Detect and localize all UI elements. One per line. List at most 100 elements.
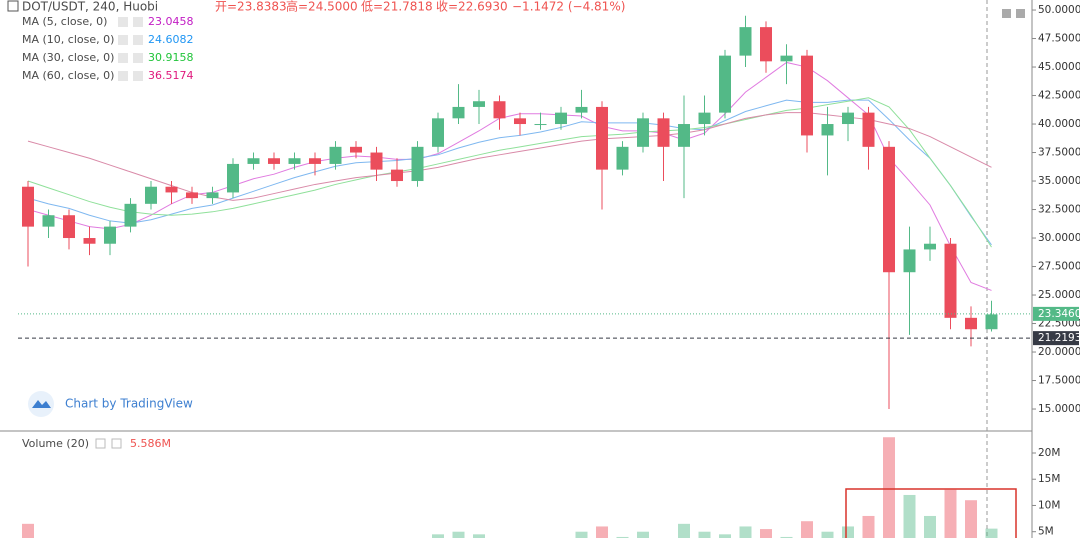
candle-body <box>555 112 567 125</box>
volume-bar <box>985 528 998 538</box>
indicator-value: 30.9158 <box>148 51 194 64</box>
candle-body <box>514 118 526 125</box>
price-label: 23.3460 <box>1038 308 1080 320</box>
close-icon[interactable] <box>133 35 143 45</box>
candle-body <box>965 317 977 330</box>
candle-body <box>22 186 34 227</box>
indicator-name: MA (5, close, 0) <box>22 15 107 28</box>
y-tick-label: 27.5000 <box>1038 261 1080 273</box>
settings-icon[interactable] <box>95 438 106 449</box>
volume-bar <box>883 437 895 538</box>
close-icon[interactable] <box>133 17 143 27</box>
candle-body <box>227 163 239 193</box>
y-tick-label: 35.0000 <box>1038 175 1080 187</box>
marks: 15.000017.500020.000022.500025.000027.50… <box>18 4 1080 538</box>
candle-body <box>821 124 834 136</box>
candle-body <box>985 314 998 330</box>
candle-body <box>145 186 157 204</box>
volume-bar <box>739 526 752 538</box>
volume-bar <box>903 494 916 538</box>
candle-body <box>657 118 670 147</box>
pane-button[interactable] <box>1016 9 1025 18</box>
settings-icon[interactable] <box>118 35 128 45</box>
watermark-text: Chart by TradingView <box>65 397 193 411</box>
y-tick-label: 37.5000 <box>1038 147 1080 159</box>
candle-body <box>944 243 957 318</box>
y-tick-label: 20.0000 <box>1038 346 1080 358</box>
price-label: 21.2193 <box>1038 332 1080 344</box>
volume-bar <box>22 523 34 538</box>
indicator-value: 23.0458 <box>148 15 194 28</box>
y-tick-label: 15M <box>1038 473 1060 485</box>
candle-body <box>616 146 629 170</box>
candle-body <box>288 158 301 164</box>
candle-body <box>124 203 137 227</box>
candle-body <box>534 124 547 126</box>
candle-body <box>596 106 608 170</box>
y-tick-label: 20M <box>1038 447 1060 459</box>
volume-bar <box>432 534 444 538</box>
volume-bar <box>944 489 957 538</box>
candle-body <box>165 186 178 193</box>
candle-body <box>760 27 772 62</box>
candle-body <box>370 152 383 170</box>
volume-bar <box>924 515 936 538</box>
volume-bar <box>780 536 793 538</box>
change: −1.1472 (−4.81%) <box>512 0 625 14</box>
indicator-name: MA (10, close, 0) <box>22 33 114 46</box>
candle-body <box>309 158 321 164</box>
candle-body <box>329 146 342 164</box>
y-tick-label: 40.0000 <box>1038 118 1080 130</box>
settings-icon[interactable] <box>118 17 128 27</box>
volume-bar <box>596 526 608 538</box>
volume-bar <box>452 531 465 538</box>
y-tick-label: 45.0000 <box>1038 61 1080 73</box>
y-tick-label: 47.5000 <box>1038 33 1080 45</box>
settings-icon[interactable] <box>118 71 128 81</box>
close-icon[interactable] <box>133 53 143 63</box>
candle-body <box>432 118 444 147</box>
indicator-value: 36.5174 <box>148 69 194 82</box>
settings-icon[interactable] <box>118 53 128 63</box>
volume-bar <box>678 523 690 538</box>
y-tick-label: 42.5000 <box>1038 90 1080 102</box>
candle-body <box>104 226 116 244</box>
candle-body <box>842 112 854 125</box>
ma-line <box>27 99 992 246</box>
low: 低=21.7818 <box>361 0 433 14</box>
volume-bar <box>862 515 875 538</box>
y-tick-label: 10M <box>1038 499 1060 511</box>
candle-body <box>42 215 55 227</box>
ma-line <box>27 97 992 248</box>
indicator-name: MA (30, close, 0) <box>22 51 114 64</box>
volume-bar <box>965 500 977 538</box>
candle-body <box>924 243 936 250</box>
high: 高=24.5000 <box>286 0 358 14</box>
close-icon[interactable] <box>133 71 143 81</box>
volume-bar <box>637 531 649 538</box>
volume-bar <box>801 521 813 538</box>
close-icon[interactable] <box>111 438 122 449</box>
candle-body <box>739 27 752 56</box>
pane-button[interactable] <box>1002 9 1011 18</box>
ma-line <box>27 112 992 201</box>
candle-body <box>206 192 219 199</box>
candle-body <box>801 55 813 136</box>
watermark: Chart by TradingView <box>28 391 193 417</box>
open: 开=23.8383 <box>215 0 287 14</box>
y-tick-label: 30.0000 <box>1038 232 1080 244</box>
candle-body <box>883 146 895 273</box>
volume-bar <box>842 526 854 538</box>
y-tick-label: 5M <box>1038 526 1054 538</box>
volume-title: Volume (20) <box>22 437 89 450</box>
price-label-box <box>1033 306 1079 321</box>
candle-body <box>903 249 916 273</box>
candle-body <box>473 101 485 107</box>
candle-body <box>719 55 731 113</box>
candle-body <box>780 55 793 62</box>
candle-body <box>63 215 75 239</box>
volume-bar <box>760 529 772 538</box>
candle-body <box>350 146 362 153</box>
candle-body <box>411 146 424 182</box>
